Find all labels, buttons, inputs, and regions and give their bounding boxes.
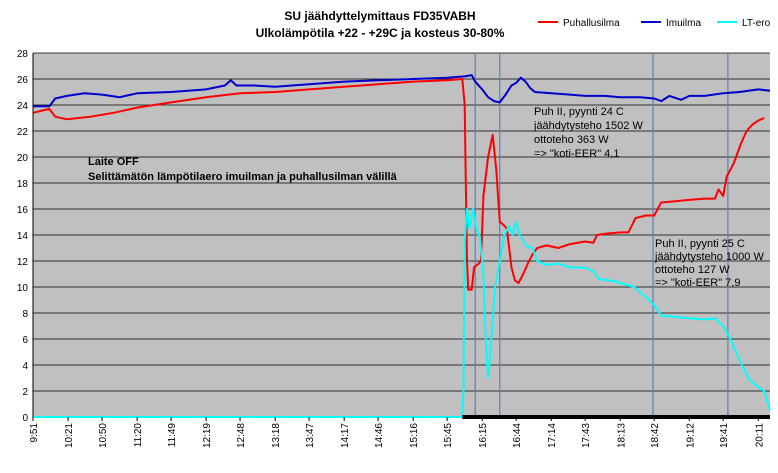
x-tick-label: 19:41 xyxy=(719,423,730,448)
y-tick-label: 8 xyxy=(22,309,28,320)
annotation-puh-24: Puh II, pyynti 24 C xyxy=(534,106,624,118)
y-tick-label: 16 xyxy=(17,205,29,216)
annotation-puh-24: ottoteho 363 W xyxy=(534,134,609,146)
x-tick-label: 18:42 xyxy=(650,423,661,448)
annotation-laite-off: Laite OFF xyxy=(88,156,139,168)
series-line-puhallusilma xyxy=(32,78,765,291)
y-tick-label: 6 xyxy=(22,335,28,346)
x-tick-label: 14:46 xyxy=(374,423,385,448)
annotation-laite-off: Selittämätön lämpötilaero imuilman ja pu… xyxy=(88,171,398,183)
series-lines xyxy=(32,74,771,418)
x-tick-label: 10:21 xyxy=(64,423,75,448)
x-tick-label: 19:12 xyxy=(685,423,696,448)
annotation-puh-24: => "koti-EER" 4,1 xyxy=(534,148,619,160)
y-tick-label: 12 xyxy=(17,257,29,268)
y-tick-label: 28 xyxy=(17,49,29,60)
x-tick-label: 16:15 xyxy=(478,423,489,448)
vertical-markers xyxy=(474,53,729,417)
annotation-puh-25: => "koti-EER" 7,9 xyxy=(655,277,740,289)
x-tick-labels: 9:51 10:21 10:50 11:20 11:49 12:19 12:48 13:18 1… xyxy=(29,417,765,448)
x-tick-label: 12:48 xyxy=(236,423,247,448)
y-tick-label: 18 xyxy=(17,179,29,190)
y-tick-label: 22 xyxy=(17,127,29,138)
chart-title-line1: SU jäähdyttelymittaus FD35VABH xyxy=(284,9,475,23)
annotation-puh-25: jäähdytysteho 1000 W xyxy=(654,251,764,263)
y-tick-label: 2 xyxy=(22,387,28,398)
y-tick-label: 24 xyxy=(17,101,29,112)
y-tick-label: 10 xyxy=(17,283,29,294)
y-tick-label: 0 xyxy=(22,413,28,424)
y-tick-label: 4 xyxy=(22,361,28,372)
y-tick-label: 14 xyxy=(17,231,29,242)
chart-title-line2: Ulkolämpötila +22 - +29C ja kosteus 30-8… xyxy=(256,26,505,40)
x-tick-label: 10:50 xyxy=(98,423,109,448)
y-tick-label: 26 xyxy=(17,75,29,86)
x-tick-label: 14:17 xyxy=(340,423,351,448)
legend: Puhallusilma Imuilma LT-ero xyxy=(538,18,771,29)
series-line-lt-ero xyxy=(33,208,771,418)
y-tick-label: 20 xyxy=(17,153,29,164)
gridlines xyxy=(33,52,770,392)
legend-label: LT-ero xyxy=(742,18,771,29)
x-tick-label: 12:19 xyxy=(202,423,213,448)
x-tick-label: 11:20 xyxy=(133,423,144,448)
legend-label: Imuilma xyxy=(666,18,701,29)
x-tick-label: 15:16 xyxy=(409,423,420,448)
x-tick-label: 17:14 xyxy=(547,423,558,448)
x-tick-label: 16:44 xyxy=(512,423,523,448)
x-tick-label: 20:11 xyxy=(754,423,765,448)
x-tick-label: 11:49 xyxy=(167,423,178,448)
x-tick-label: 17:43 xyxy=(581,423,592,448)
x-tick-label: 18:13 xyxy=(616,423,627,448)
annotation-puh-25: ottoteho 127 W xyxy=(655,264,730,276)
x-tick-label: 13:18 xyxy=(271,423,282,448)
annotation-puh-25: Puh II, pyynti 25 C xyxy=(655,238,745,250)
annotations: Laite OFF Selittämätön lämpötilaero imuil… xyxy=(88,106,764,289)
x-tick-label: 13:47 xyxy=(305,423,316,448)
legend-label: Puhallusilma xyxy=(563,18,620,29)
x-tick-label: 15:45 xyxy=(443,423,454,448)
annotation-puh-24: jäähdytysteho 1502 W xyxy=(533,120,643,132)
x-tick-label: 9:51 xyxy=(29,423,40,443)
series-line-imuilma xyxy=(33,74,771,108)
